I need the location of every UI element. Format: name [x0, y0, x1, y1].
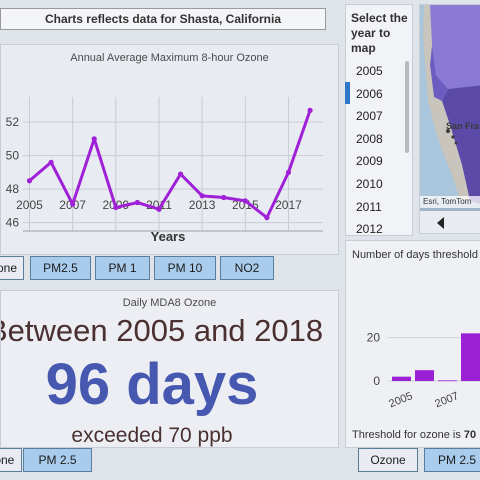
ozone-series-line: [28, 109, 312, 220]
map-view[interactable]: [420, 5, 480, 234]
ozone-data-point[interactable]: [199, 193, 205, 199]
tab-ozone-top[interactable]: Ozone: [0, 256, 24, 280]
ozone-data-point[interactable]: [307, 107, 313, 113]
year-option-2012[interactable]: 2012: [356, 222, 383, 236]
ozone-x-tick-label: 2015: [232, 198, 259, 212]
mda8-days-count: 96 days: [45, 352, 259, 417]
ozone-data-point[interactable]: [177, 171, 184, 177]
selected-year-marker: [345, 82, 350, 104]
tab-pm25-bottom-left[interactable]: PM 2.5: [23, 448, 92, 472]
days-y-tick-label: 20: [367, 331, 381, 345]
map-place-label: San Fra: [446, 121, 480, 131]
threshold-days-panel: Number of days threshold 200 2005200720 …: [345, 240, 480, 448]
ozone-data-point[interactable]: [156, 206, 162, 212]
year-option-2006[interactable]: 2006: [356, 86, 383, 101]
ozone-data-point[interactable]: [113, 204, 119, 211]
mda8-period-text: Between 2005 and 2018: [0, 313, 324, 348]
tab-pm1-top[interactable]: PM 1: [95, 256, 150, 280]
ozone-y-tick-label: 50: [6, 149, 20, 163]
ozone-x-tick-label: 2005: [16, 198, 43, 212]
ozone-data-point[interactable]: [221, 194, 227, 201]
days-bar-2007[interactable]: [438, 380, 457, 382]
threshold-caption-value: 70: [463, 429, 477, 441]
year-option-2009[interactable]: 2009: [356, 154, 383, 169]
days-bar-2006[interactable]: [415, 370, 434, 381]
ozone-data-point[interactable]: [70, 201, 76, 207]
ozone-data-point[interactable]: [91, 136, 97, 142]
ozone-data-point[interactable]: [242, 198, 248, 204]
tab-ozone-bottom-left[interactable]: Ozone: [0, 448, 22, 472]
map-collapse-toggle[interactable]: [420, 211, 480, 233]
tab-pm10-top[interactable]: PM 10: [154, 256, 216, 280]
year-selector-header: Select the year to map: [351, 11, 408, 55]
ozone-data-point[interactable]: [26, 178, 33, 184]
ozone-chart-title: Annual Average Maximum 8-hour Ozone: [70, 52, 269, 64]
year-list-scrollbar[interactable]: [405, 61, 409, 153]
ozone-y-tick-label: 46: [6, 216, 20, 230]
mda8-summary-panel: Daily MDA8 Ozone Between 2005 and 2018 9…: [0, 290, 339, 448]
ozone-data-point[interactable]: [285, 169, 292, 175]
days-bar-2005[interactable]: [392, 376, 411, 381]
year-option-2010[interactable]: 2010: [356, 177, 383, 191]
ozone-data-point[interactable]: [48, 159, 54, 165]
days-x-tick-label: 2005: [387, 390, 414, 410]
year-selector-panel: Select the year to map 2005 2006 2007 2008 2…: [345, 4, 413, 236]
days-bar-2008[interactable]: [461, 333, 480, 381]
mda8-threshold-text: exceeded 70 ppb: [71, 424, 233, 447]
mda8-title: Daily MDA8 Ozone: [122, 297, 217, 309]
tab-no2-top[interactable]: NO2: [220, 256, 274, 280]
ozone-y-tick-label: 48: [6, 182, 20, 196]
year-option-2007[interactable]: 2007: [356, 109, 383, 124]
tab-pm25-top[interactable]: PM2.5: [30, 256, 91, 280]
ozone-y-tick-label: 52: [6, 115, 20, 129]
threshold-days-bar-chart: 200 2005200720: [367, 331, 480, 410]
year-option-2005[interactable]: 2005: [356, 64, 383, 78]
ozone-chart-panel: Annual Average Maximum 8-hour Ozone 52 50…: [0, 44, 339, 255]
caret-left-icon: [437, 217, 444, 229]
ozone-data-point[interactable]: [264, 215, 270, 221]
days-x-tick-label: 2007: [433, 390, 460, 410]
threshold-caption: Threshold for ozone is 70: [352, 429, 476, 441]
year-option-2011[interactable]: 2011: [356, 199, 382, 214]
ozone-data-point[interactable]: [134, 199, 140, 206]
year-option-2008[interactable]: 2008: [356, 131, 383, 146]
tab-pm25-bottom-right[interactable]: PM 2.5: [424, 448, 480, 472]
ozone-x-tick-label: 2017: [275, 198, 302, 212]
ozone-x-tick-label: 2013: [189, 198, 216, 212]
map-attribution: Esri, TomTom: [420, 196, 480, 208]
threshold-caption-label: Threshold for ozone is: [352, 429, 461, 441]
map-panel[interactable]: San Fra Esri, TomTom: [419, 4, 480, 234]
tab-ozone-bottom-right[interactable]: Ozone: [358, 448, 418, 472]
ozone-x-axis-label: Years: [151, 229, 186, 244]
data-location-banner: Charts reflects data for Shasta, Califor…: [0, 8, 326, 30]
days-y-tick-label: 0: [373, 374, 380, 388]
threshold-days-title: Number of days threshold: [352, 249, 478, 261]
